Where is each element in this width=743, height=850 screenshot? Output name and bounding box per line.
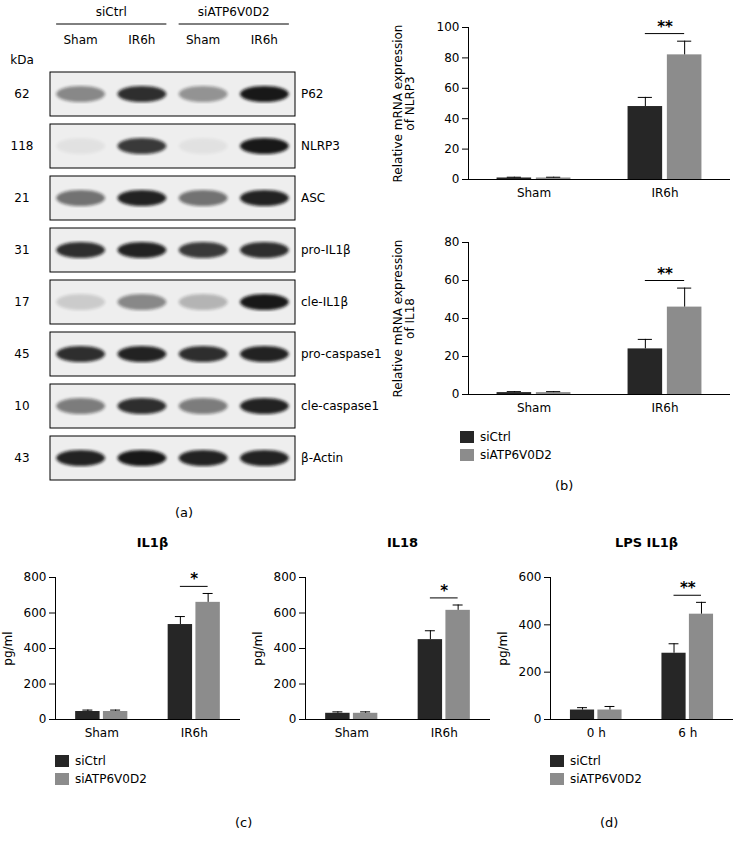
html-text:siATP6V0D2: siATP6V0D2 — [480, 448, 552, 462]
svg-text:0: 0 — [39, 712, 47, 726]
svg-text:IR6h: IR6h — [251, 33, 278, 47]
svg-text:siCtrl: siCtrl — [96, 5, 127, 19]
svg-text:Sham: Sham — [85, 726, 119, 740]
svg-text:P62: P62 — [301, 87, 324, 101]
html-text:IL18: IL18 — [386, 535, 419, 550]
svg-text:kDa: kDa — [10, 53, 34, 67]
svg-text:118: 118 — [11, 139, 34, 153]
svg-text:62: 62 — [14, 87, 29, 101]
svg-text:0 h: 0 h — [587, 726, 606, 740]
svg-text:45: 45 — [14, 347, 29, 361]
svg-text:400: 400 — [274, 641, 297, 655]
svg-text:60: 60 — [444, 273, 459, 287]
html-text:(b): (b) — [555, 478, 574, 493]
html-text:(c): (c) — [235, 815, 253, 830]
svg-text:NLRP3: NLRP3 — [301, 139, 340, 153]
svg-text:pro-IL1β: pro-IL1β — [301, 243, 351, 257]
svg-text:IR6h: IR6h — [128, 33, 155, 47]
svg-text:IR6h: IR6h — [651, 401, 678, 415]
svg-text:0: 0 — [452, 387, 460, 401]
svg-text:60: 60 — [444, 81, 459, 95]
svg-text:Relative mRNA expressionof NLR: Relative mRNA expressionof NLRP3 — [391, 25, 417, 183]
svg-text:*: * — [190, 570, 198, 588]
svg-text:**: ** — [657, 265, 673, 283]
html-text:siATP6V0D2: siATP6V0D2 — [570, 772, 642, 786]
svg-text:0: 0 — [534, 712, 542, 726]
svg-text:*: * — [440, 582, 448, 600]
svg-text:ASC: ASC — [301, 191, 325, 205]
svg-text:Sham: Sham — [63, 33, 97, 47]
svg-text:cle-caspase1: cle-caspase1 — [301, 399, 379, 413]
svg-text:40: 40 — [444, 311, 459, 325]
svg-text:IR6h: IR6h — [651, 186, 678, 200]
svg-text:pg/ml: pg/ml — [1, 631, 15, 665]
svg-text:20: 20 — [444, 349, 459, 363]
svg-text:siATP6V0D2: siATP6V0D2 — [198, 5, 270, 19]
svg-text:Sham: Sham — [186, 33, 220, 47]
svg-text:IR6h: IR6h — [181, 726, 208, 740]
html-text:(d): (d) — [600, 815, 619, 830]
svg-text:0: 0 — [452, 172, 460, 186]
svg-text:Relative mRNA expressionof IL1: Relative mRNA expressionof IL18 — [391, 240, 417, 398]
svg-text:IR6h: IR6h — [431, 726, 458, 740]
svg-text:600: 600 — [24, 606, 47, 620]
svg-text:β-Actin: β-Actin — [301, 451, 343, 465]
svg-text:40: 40 — [444, 112, 459, 126]
svg-text:200: 200 — [519, 665, 542, 679]
svg-text:400: 400 — [519, 618, 542, 632]
svg-text:Sham: Sham — [335, 726, 369, 740]
svg-text:17: 17 — [14, 295, 29, 309]
svg-text:200: 200 — [274, 677, 297, 691]
svg-text:0: 0 — [289, 712, 297, 726]
html-text:IL1β: IL1β — [136, 535, 169, 550]
svg-text:10: 10 — [14, 399, 29, 413]
svg-text:43: 43 — [14, 451, 29, 465]
html-text:LPS IL1β: LPS IL1β — [614, 535, 679, 550]
html-text:(a): (a) — [175, 505, 194, 520]
html-text:siCtrl: siCtrl — [480, 430, 511, 444]
svg-text:Sham: Sham — [517, 186, 551, 200]
svg-text:**: ** — [680, 579, 696, 597]
svg-text:pro-caspase1: pro-caspase1 — [301, 347, 382, 361]
svg-text:400: 400 — [24, 641, 47, 655]
html-text:siCtrl: siCtrl — [75, 754, 106, 768]
svg-text:100: 100 — [437, 20, 460, 34]
svg-text:20: 20 — [444, 142, 459, 156]
svg-text:pg/ml: pg/ml — [496, 631, 510, 665]
svg-text:80: 80 — [444, 51, 459, 65]
svg-text:**: ** — [657, 18, 673, 36]
html-text:siATP6V0D2: siATP6V0D2 — [75, 772, 147, 786]
svg-text:80: 80 — [444, 235, 459, 249]
svg-text:600: 600 — [519, 570, 542, 584]
svg-text:800: 800 — [24, 570, 47, 584]
svg-text:6 h: 6 h — [678, 726, 697, 740]
svg-text:cle-IL1β: cle-IL1β — [301, 295, 348, 309]
svg-text:600: 600 — [274, 606, 297, 620]
svg-text:800: 800 — [274, 570, 297, 584]
svg-text:31: 31 — [14, 243, 29, 257]
svg-text:Sham: Sham — [517, 401, 551, 415]
svg-text:21: 21 — [14, 191, 29, 205]
html-text:siCtrl: siCtrl — [570, 754, 601, 768]
svg-text:200: 200 — [24, 677, 47, 691]
svg-text:pg/ml: pg/ml — [251, 631, 265, 665]
